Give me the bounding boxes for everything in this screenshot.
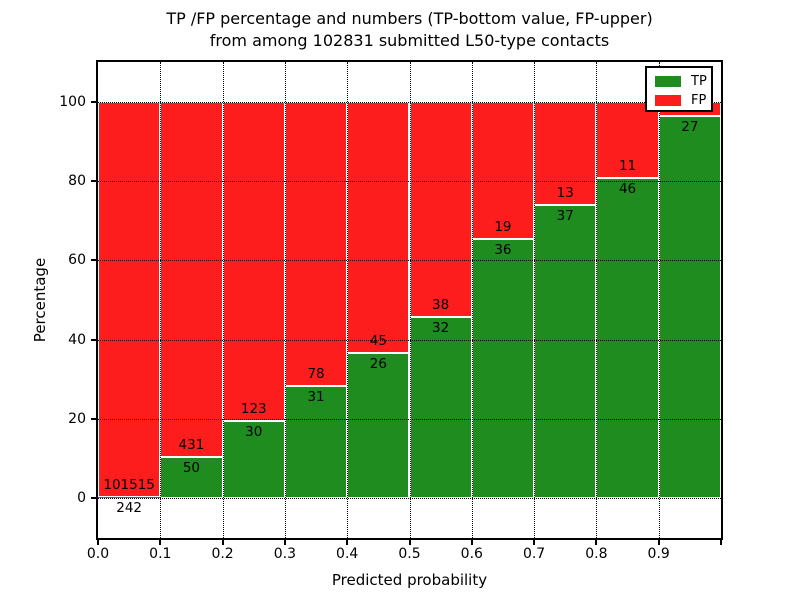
tp-legend-label: TP [691,74,707,89]
bar-label-fp: 11 [618,158,637,175]
bar-label-fp: 45 [369,333,387,350]
x-tick-mark [283,540,286,545]
x-tick-mark [97,540,99,545]
x-tick-label: 0.5 [398,546,421,562]
bar-label-fp: 78 [307,365,325,382]
gridline-vertical [160,62,162,538]
bar-segment-fp [347,101,410,354]
y-tick-mark [91,338,96,341]
x-axis-label: Predicted probability [331,571,488,589]
bar-segment-tp [409,317,472,499]
bar-segment-tp [471,238,535,499]
gridline-vertical [284,62,286,538]
bar-segment-fp [596,101,659,179]
chart-title: TP /FP percentage and numbers (TP-bottom… [88,8,731,52]
bar-segment-fp [98,101,161,498]
chart-title-line1: TP /FP percentage and numbers (TP-bottom… [166,9,653,28]
bar-label-fp: 38 [432,297,450,314]
x-tick-label: 0.3 [273,546,297,562]
x-tick-mark [159,540,162,545]
bar-label-tp: 46 [618,181,637,198]
gridline-vertical [222,62,224,538]
gridline-vertical [347,62,349,538]
bar-label-fp: 19 [494,218,512,235]
gridline-vertical [471,62,473,538]
x-tick-label: 0.7 [522,546,546,562]
legend-item-tp: TP [655,73,711,90]
y-tick-mark [91,418,96,420]
x-tick-mark [221,540,224,545]
bar-label-fp: 123 [240,400,267,417]
bar-segment-tp [534,204,597,499]
y-tick-mark [91,259,96,262]
legend: TP FP [645,66,713,112]
bar-label-tp: 31 [307,388,325,405]
x-tick-mark [346,540,349,545]
chart-title-line2: from among 102831 submitted L50-type con… [209,31,610,50]
tp-legend-swatch [655,76,681,87]
x-tick-mark [408,540,411,545]
gridline-vertical [534,62,536,538]
x-tick-label: 0.6 [460,546,483,562]
gridline-vertical [596,62,598,538]
x-tick-label: 0.0 [86,546,110,562]
x-tick-mark [657,540,660,545]
x-tick-mark [720,540,722,545]
x-tick-mark [595,540,598,545]
y-tick-mark [91,497,96,500]
x-tick-label: 0.8 [585,546,608,562]
gridline-vertical [658,62,660,538]
x-tick-mark [470,540,473,545]
y-tick-label: 40 [68,331,86,348]
y-tick-mark [91,100,96,103]
y-tick-label: 100 [59,93,86,110]
y-axis-label: Percentage [31,257,49,343]
bar-label-fp: 101515 [103,477,155,494]
legend-item-fp: FP [655,92,711,109]
bar-label-tp: 27 [681,118,699,135]
bar-label-fp: 431 [178,437,205,454]
bar-segment-fp [160,101,223,458]
bar-label-tp: 50 [182,460,201,477]
x-tick-mark [533,540,536,545]
x-tick-label: 0.1 [149,546,172,562]
bar-label-tp: 242 [116,500,143,517]
x-tick-label: 0.2 [211,546,234,562]
y-tick-label: 20 [68,411,86,427]
bar-segment-fp [471,101,535,239]
x-tick-label: 0.9 [647,546,670,562]
bar-segment-tp [98,497,161,499]
bar-segment-tp [160,457,223,499]
fp-legend-label: FP [691,93,707,108]
y-tick-label: 60 [68,252,86,269]
bar-label-tp: 26 [369,356,387,373]
y-tick-mark [91,180,96,182]
y-tick-label: 0 [77,490,86,507]
bar-label-fp: 13 [556,184,574,201]
x-tick-label: 0.4 [336,546,359,562]
fp-legend-swatch [655,95,681,106]
bar-label-tp: 36 [494,241,512,258]
bar-label-tp: 32 [432,320,450,337]
bar-label-tp: 37 [556,207,574,224]
gridline-vertical [409,62,411,538]
bar-segment-fp [409,101,472,317]
y-tick-label: 80 [68,173,86,189]
bar-segment-tp [658,115,721,499]
bar-label-tp: 30 [245,423,263,440]
bar-segment-tp [596,178,659,499]
plot-area: 242 101515 50 431 30 123 31 78 26 45 32 38 36 19 37 13 4… [96,60,723,540]
